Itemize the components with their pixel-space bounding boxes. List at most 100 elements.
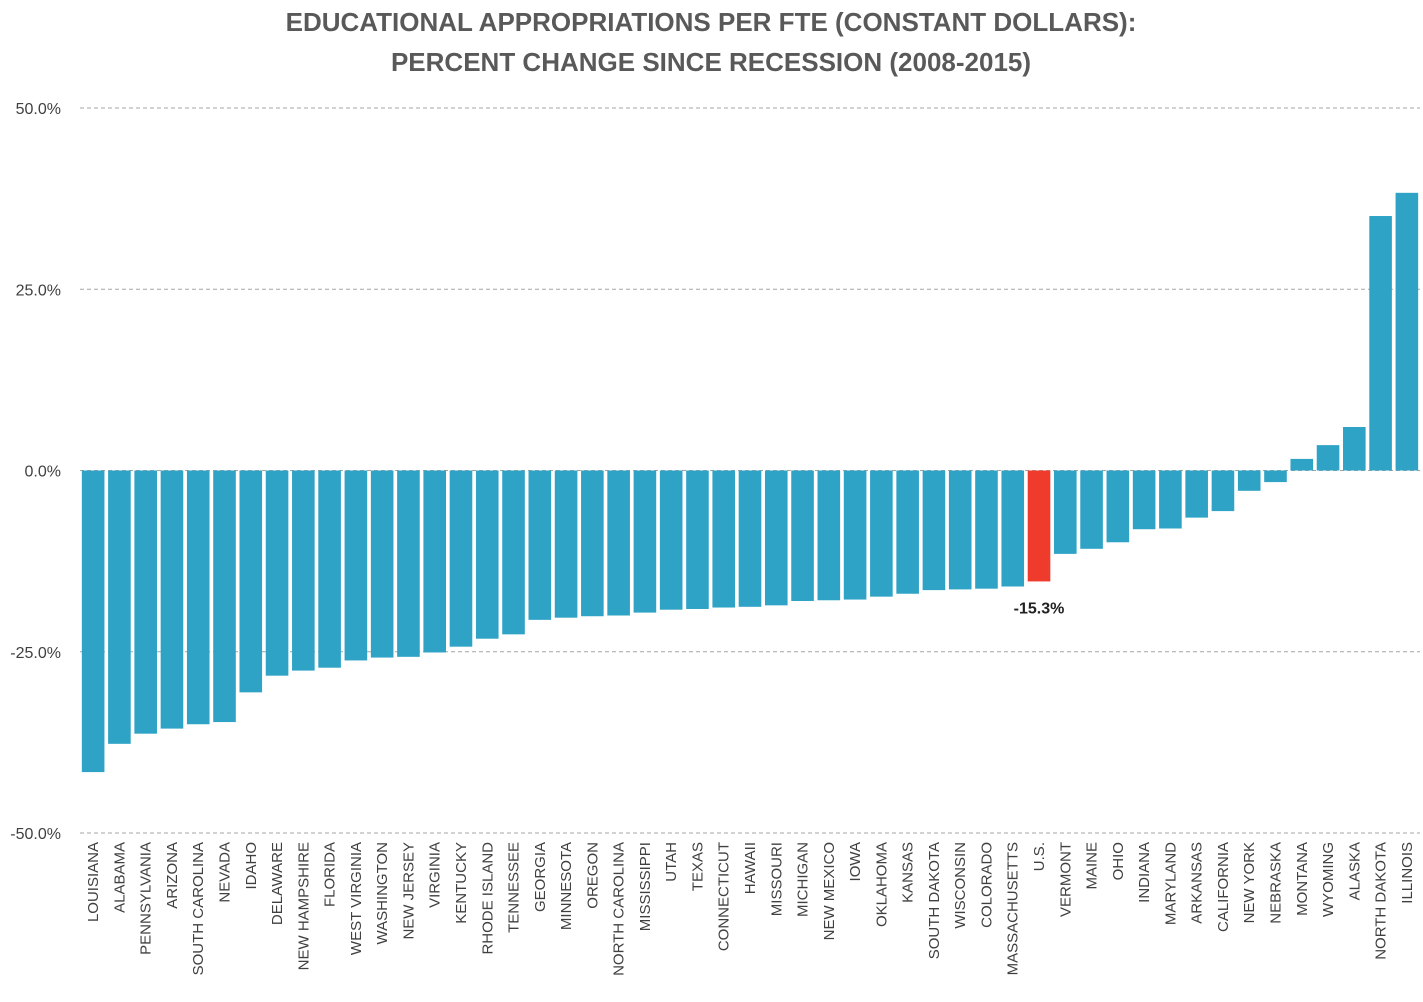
bar-south-carolina <box>186 470 210 725</box>
x-tick-label: WEST VIRGINIA <box>348 842 365 955</box>
bar-connecticut <box>712 470 736 608</box>
x-tick-label: NEVADA <box>217 842 234 903</box>
bar-south-dakota <box>922 470 946 591</box>
x-tick-label: ALASKA <box>1346 842 1363 900</box>
x-tick-label: HAWAII <box>742 842 759 894</box>
data-label: -15.3% <box>1014 600 1065 617</box>
bar-louisiana <box>81 470 105 773</box>
bar-vermont <box>1053 470 1077 554</box>
x-tick-label: MASSACHUSETTS <box>1005 842 1022 975</box>
x-tick-label: SOUTH CAROLINA <box>190 842 207 975</box>
x-tick-label: U.S. <box>1031 842 1048 871</box>
bar-maine <box>1080 470 1103 549</box>
x-tick-label: OKLAHOMA <box>873 842 890 927</box>
x-tick-label: NEW JERSEY <box>400 842 417 940</box>
bar-illinois <box>1395 192 1419 471</box>
x-tick-label: ILLINOIS <box>1399 842 1416 904</box>
bar-minnesota <box>554 470 578 618</box>
bar-ohio <box>1106 470 1130 543</box>
y-tick-label: 50.0% <box>16 101 61 118</box>
bar-nevada <box>213 470 236 723</box>
y-tick-label: -25.0% <box>10 645 61 662</box>
x-tick-label: NEW MEXICO <box>821 842 838 940</box>
bar-massachusetts <box>1001 470 1025 587</box>
x-tick-label: DELAWARE <box>269 842 286 925</box>
x-tick-label: UTAH <box>663 842 680 882</box>
x-tick-label: WASHINGTON <box>374 842 391 945</box>
bar-michigan <box>791 470 814 601</box>
bar-montana <box>1290 458 1314 471</box>
chart-title-line-1: EDUCATIONAL APPROPRIATIONS PER FTE (CONS… <box>286 7 1137 37</box>
bar-new-york <box>1237 470 1261 491</box>
y-axis: 50.0% 25.0% 0.0% -25.0% -50.0% <box>10 101 61 843</box>
bar-delaware <box>265 470 289 676</box>
x-tick-label: MAINE <box>1084 842 1101 890</box>
bar-arizona <box>160 470 184 729</box>
x-tick-label: TEXAS <box>689 842 706 891</box>
bar-new-hampshire <box>292 470 315 671</box>
x-tick-label: MISSOURI <box>768 842 785 916</box>
bar-indiana <box>1132 470 1156 530</box>
bar-arkansas <box>1185 470 1208 518</box>
x-tick-label: MONTANA <box>1294 842 1311 916</box>
bar-oregon <box>581 470 604 617</box>
x-tick-label: NORTH CAROLINA <box>611 842 628 976</box>
x-tick-label: WYOMING <box>1320 842 1337 917</box>
bar-california <box>1211 470 1235 512</box>
x-tick-label: ALABAMA <box>111 842 128 913</box>
x-tick-label: ARKANSAS <box>1189 842 1206 924</box>
x-tick-label: LOUISIANA <box>85 842 102 922</box>
bar-georgia <box>528 470 552 620</box>
x-tick-label: INDIANA <box>1136 842 1153 903</box>
bar-nebraska <box>1264 470 1287 483</box>
x-tick-label: COLORADO <box>978 842 995 928</box>
x-tick-label: CALIFORNIA <box>1215 842 1232 932</box>
bar-hawaii <box>738 470 762 607</box>
x-tick-label: MINNESOTA <box>558 842 575 930</box>
x-tick-label: FLORIDA <box>322 842 339 907</box>
x-tick-label: MISSISSIPPI <box>637 842 654 931</box>
x-tick-label: CONNECTICUT <box>716 842 733 951</box>
bar-new-jersey <box>397 470 420 657</box>
chart-title-line-2: PERCENT CHANGE SINCE RECESSION (2008-201… <box>391 47 1031 77</box>
bar-virginia <box>423 470 447 653</box>
bar-kansas <box>896 470 919 594</box>
x-tick-label: GEORGIA <box>532 842 549 912</box>
x-axis: LOUISIANA ALABAMA PENNSYLVANIA ARIZONA SOUTH… <box>85 842 1416 976</box>
x-tick-label: VIRGINIA <box>427 842 444 908</box>
x-tick-label: WISCONSIN <box>952 842 969 929</box>
y-tick-label: -50.0% <box>10 826 61 843</box>
bar-maryland <box>1159 470 1182 529</box>
y-tick-label: 25.0% <box>16 282 61 299</box>
x-tick-label: NEW HAMPSHIRE <box>295 842 312 970</box>
x-tick-label: OHIO <box>1110 842 1127 880</box>
bar-rhode-island <box>475 470 499 639</box>
x-tick-label: VERMONT <box>1057 842 1074 917</box>
bars <box>81 192 1419 773</box>
bar-north-dakota <box>1369 216 1392 471</box>
x-tick-label: SOUTH DAKOTA <box>926 842 943 959</box>
x-tick-label: PENNSYLVANIA <box>138 842 155 955</box>
bar-texas <box>686 470 709 609</box>
bar-missouri <box>764 470 788 606</box>
bar-north-carolina <box>607 470 630 616</box>
bar-alabama <box>108 470 131 744</box>
bar-kentucky <box>449 470 473 647</box>
x-tick-label: IOWA <box>847 842 864 881</box>
bar-florida <box>318 470 341 668</box>
bar-new-mexico <box>817 470 841 601</box>
x-tick-label: TENNESSEE <box>506 842 523 933</box>
bar-oklahoma <box>870 470 893 597</box>
x-tick-label: ARIZONA <box>164 842 181 909</box>
x-tick-label: IDAHO <box>243 842 260 890</box>
bar-mississippi <box>633 470 657 613</box>
x-tick-label: KENTUCKY <box>453 842 470 924</box>
x-tick-label: NORTH DAKOTA <box>1373 842 1390 960</box>
x-tick-label: MICHIGAN <box>795 842 812 917</box>
x-tick-label: KANSAS <box>900 842 917 903</box>
bar-colorado <box>975 470 998 589</box>
bar-u-s <box>1027 470 1051 582</box>
x-tick-label: RHODE ISLAND <box>479 842 496 955</box>
x-tick-label: NEBRASKA <box>1267 842 1284 924</box>
